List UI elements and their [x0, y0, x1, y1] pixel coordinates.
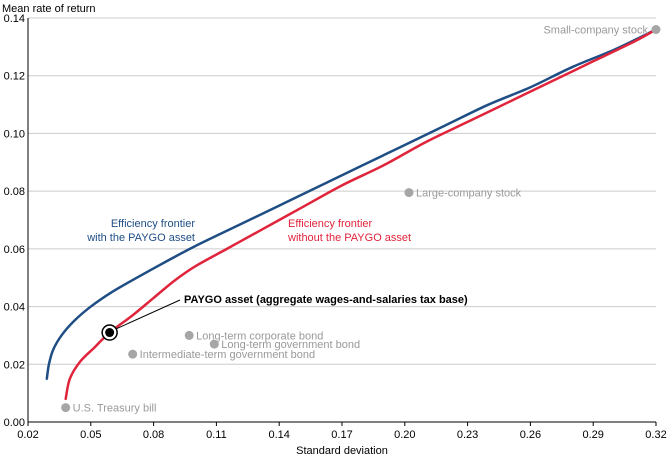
frontier-label-with-paygo-line1: Efficiency frontier — [111, 218, 196, 230]
asset-label-long-term-government-bond: Long-term government bond — [221, 339, 360, 351]
asset-point-large-company-stock — [404, 188, 414, 198]
y-tick-label: 0.04 — [4, 302, 25, 314]
x-tick-label: 0.17 — [331, 429, 352, 441]
y-axis-title: Mean rate of return — [2, 3, 96, 15]
frontier-with-paygo-line — [45, 28, 658, 380]
asset-point-long-term-government-bond — [209, 339, 219, 349]
x-tick-label: 0.29 — [582, 429, 603, 441]
y-tick-label: 0.02 — [4, 359, 25, 371]
y-tick-label: 0.14 — [4, 13, 25, 25]
asset-points: U.S. Treasury bill Intermediate-term gove… — [61, 25, 661, 415]
paygo-asset-label: PAYGO asset (aggregate wages-and-salarie… — [184, 294, 468, 306]
asset-point-u-s-treasury-bill — [61, 403, 71, 413]
y-tick-label: 0.08 — [4, 186, 25, 198]
x-tick-label: 0.11 — [206, 429, 227, 441]
x-axis-title: Standard deviation — [296, 445, 388, 457]
y-tick-labels: 0.00 0.02 0.04 0.06 0.08 0.10 0.12 0.14 — [4, 13, 25, 429]
asset-label-u-s-treasury-bill: U.S. Treasury bill — [73, 403, 157, 415]
x-tick-label: 0.08 — [143, 429, 164, 441]
gridlines — [28, 17, 656, 365]
asset-label-long-term-corporate-bond: Long-term corporate bond — [196, 330, 323, 342]
y-tick-label: 0.10 — [4, 128, 25, 140]
x-tick-labels: 0.02 0.05 0.08 0.11 0.14 0.17 0.20 0.23 0.26 0.29… — [17, 422, 667, 441]
paygo-asset-point — [105, 328, 115, 338]
frontier-label-without-paygo-line1: Efficiency frontier — [288, 218, 373, 230]
x-tick-label: 0.23 — [457, 429, 478, 441]
x-tick-label: 0.02 — [17, 429, 38, 441]
asset-point-small-company-stock — [651, 25, 661, 35]
x-tick-label: 0.14 — [268, 429, 289, 441]
y-tick-label: 0.00 — [4, 417, 25, 429]
asset-label-intermediate-term-government-bond: Intermediate-term government bond — [140, 349, 315, 361]
asset-label-small-company-stock: Small-company stock — [543, 25, 648, 37]
x-tick-label: 0.05 — [80, 429, 101, 441]
frontier-label-with-paygo: Efficiency frontier with the PAYGO asset — [86, 218, 195, 244]
x-tick-label: 0.20 — [394, 429, 415, 441]
x-tick-label: 0.26 — [520, 429, 541, 441]
x-tick-label: 0.32 — [645, 429, 666, 441]
frontier-series — [45, 28, 658, 401]
y-tick-label: 0.12 — [4, 71, 25, 83]
asset-point-intermediate-term-government-bond — [128, 349, 138, 359]
paygo-leader-line — [114, 299, 181, 330]
frontier-label-without-paygo: Efficiency frontier without the PAYGO as… — [287, 218, 411, 244]
frontier-label-with-paygo-line2: with the PAYGO asset — [86, 232, 195, 244]
asset-label-large-company-stock: Large-company stock — [416, 188, 522, 200]
frontier-label-without-paygo-line2: without the PAYGO asset — [287, 232, 411, 244]
paygo-asset-group: PAYGO asset (aggregate wages-and-salarie… — [101, 294, 468, 341]
y-tick-label: 0.06 — [4, 244, 25, 256]
asset-point-long-term-corporate-bond — [184, 330, 194, 340]
frontier-without-paygo-line — [64, 28, 658, 401]
